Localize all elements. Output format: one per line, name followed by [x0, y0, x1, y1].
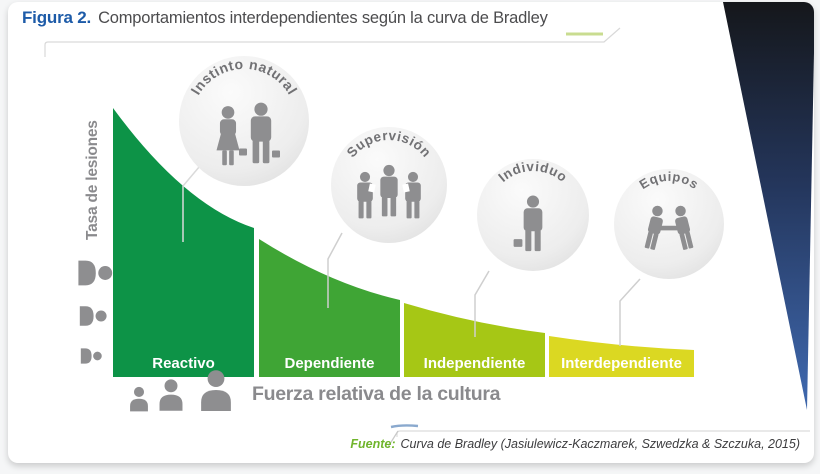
person-bust-icon [130, 386, 148, 412]
source-row: Fuente: Curva de Bradley (Jasiulewicz-Kac… [350, 437, 800, 451]
stage-area-independiente [404, 303, 545, 377]
bubble-supervision: Supervisión [331, 127, 447, 243]
connector-line-2 [327, 232, 343, 308]
stage-bubbles: Instinto natural Supervisión In [179, 56, 724, 279]
top-rule-line [44, 27, 621, 57]
connector-line-1 [182, 159, 206, 242]
curve-segments [113, 108, 694, 377]
stage-label-interdependiente: Interdependiente [561, 355, 682, 372]
blue-dash-decoration [390, 424, 419, 429]
stage-area-reactivo [113, 108, 254, 377]
source-citation: Curva de Bradley (Jasiulewicz-Kaczmarek,… [400, 437, 800, 451]
person-bust-icon [79, 306, 107, 326]
stage-area-interdependiente [549, 336, 694, 377]
bubble-label: Equipos [637, 169, 702, 192]
figure-title-row: Figura 2. Comportamientos interdependient… [22, 8, 548, 28]
x-axis-label: Fuerza relativa de la cultura [252, 383, 501, 405]
stage-labels: Reactivo Dependiente Independiente Inter… [152, 355, 682, 372]
corner-wedge-decoration [723, 2, 814, 410]
bubble-connectors [182, 159, 641, 346]
stage-label-reactivo: Reactivo [152, 355, 215, 372]
bubble-instinto-natural: Instinto natural [179, 56, 309, 186]
source-slash-decoration [387, 430, 399, 448]
source-label: Fuente: [350, 437, 396, 451]
figure-number: Figura 2. [22, 8, 92, 27]
person-bust-icon [78, 260, 113, 286]
bubble-circle [614, 169, 724, 279]
frame-decorations [44, 27, 810, 448]
person-bust-icon [80, 348, 102, 364]
bubble-individuo: Individuo [477, 159, 589, 271]
connector-line-4 [619, 278, 641, 346]
person-bust-icon [159, 379, 183, 411]
y-axis-people-icons [78, 260, 113, 364]
figure-title: Comportamientos interdependientes según … [98, 9, 548, 27]
stage-area-dependiente [259, 239, 400, 377]
connector-line-3 [474, 270, 490, 337]
blue-wedge-shape [723, 2, 814, 410]
bubble-equipos: Equipos [614, 169, 724, 279]
y-axis-label: Tasa de lesiones [84, 120, 101, 240]
stage-label-dependiente: Dependiente [284, 355, 374, 372]
three-workers-icon [357, 164, 421, 219]
stage-label-independiente: Independiente [424, 355, 526, 372]
